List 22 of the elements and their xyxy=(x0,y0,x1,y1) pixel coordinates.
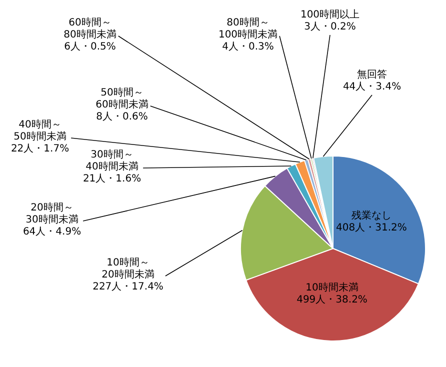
data-label: 64人・4.9% xyxy=(22,226,82,238)
data-label: 3人・0.2% xyxy=(304,22,356,33)
slice-label: 40時間～50時間未満 xyxy=(14,118,66,143)
data-label: 499人・38.2% xyxy=(296,294,368,306)
slice-label: 80時間～100時間未満 xyxy=(218,16,278,41)
slice-label: 20時間～30時間未満 xyxy=(26,202,78,226)
slice-label: 無回答 xyxy=(357,68,387,81)
slice-label: 残業なし xyxy=(351,209,392,222)
slice-label: 30時間～40時間未満 xyxy=(86,148,138,173)
data-label: 21人・1.6% xyxy=(82,174,142,185)
slice-label: 100時間以上 xyxy=(300,8,360,21)
data-label: 408人・31.2% xyxy=(336,222,407,234)
slice-label: 50時間～60時間未満 xyxy=(96,86,148,111)
data-label: 6人・0.5% xyxy=(64,42,116,53)
data-label: 4人・0.3% xyxy=(222,42,274,53)
slice-label: 10時間未満 xyxy=(306,281,358,294)
data-label: 8人・0.6% xyxy=(96,112,148,123)
slice-label: 60時間～80時間未満 xyxy=(64,16,116,41)
data-label: 22人・1.7% xyxy=(10,144,70,155)
data-label: 227人・17.4% xyxy=(92,282,164,293)
data-label: 44人・3.4% xyxy=(342,82,402,93)
slice-label: 10時間～20時間未満 xyxy=(102,256,154,281)
